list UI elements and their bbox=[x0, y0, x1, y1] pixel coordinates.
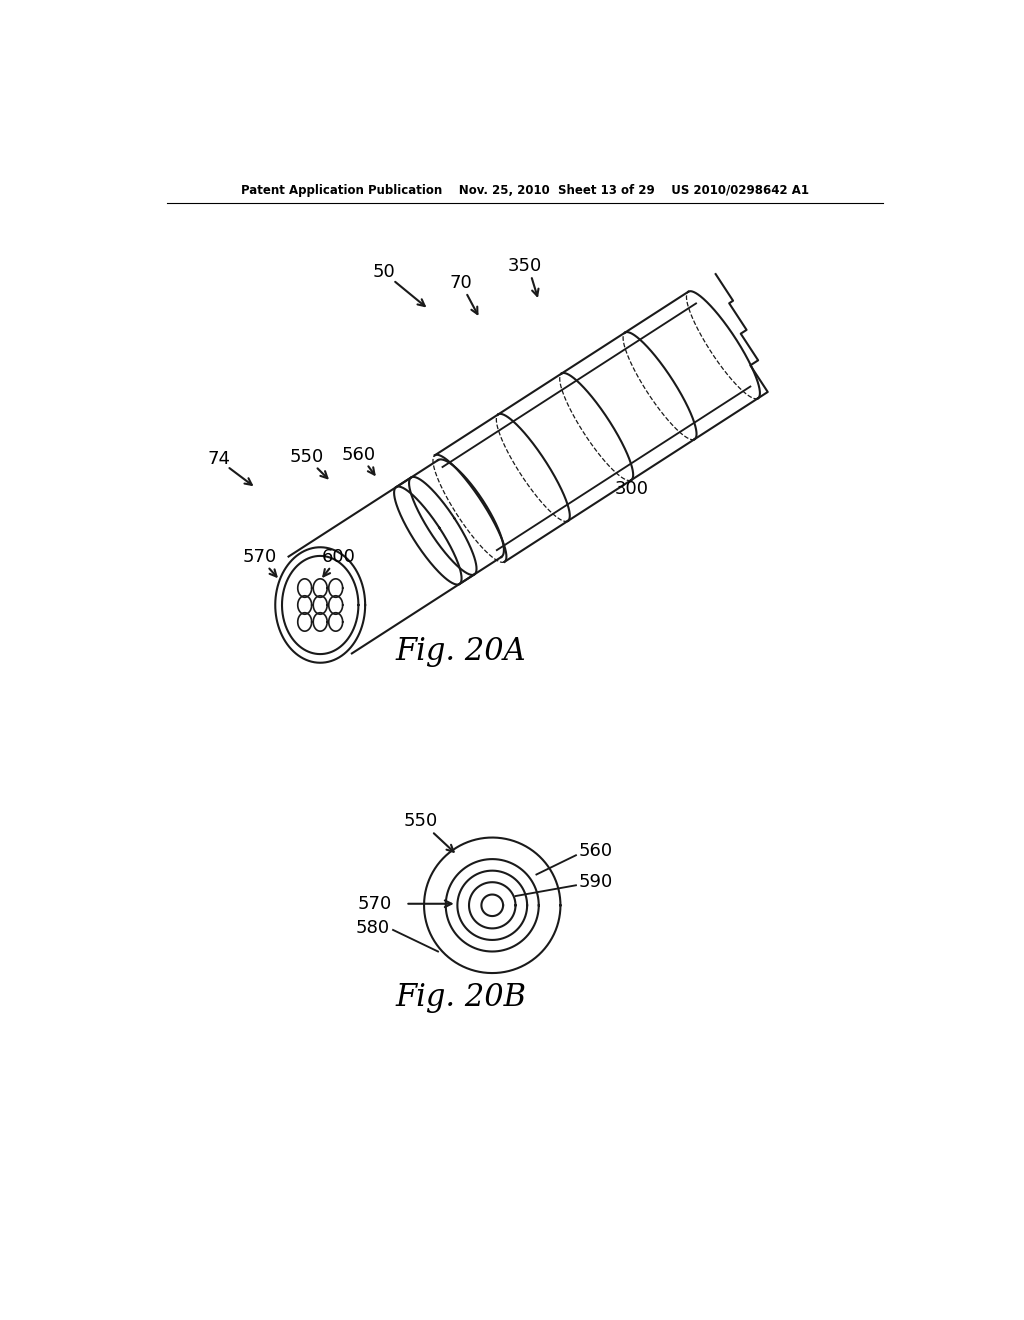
Text: 70: 70 bbox=[450, 275, 473, 292]
Text: 570: 570 bbox=[243, 548, 276, 566]
Text: 590: 590 bbox=[579, 874, 613, 891]
Text: 350: 350 bbox=[508, 257, 542, 275]
Text: 570: 570 bbox=[357, 895, 391, 912]
Text: Fig. 20B: Fig. 20B bbox=[395, 982, 526, 1014]
Text: 300: 300 bbox=[614, 480, 649, 499]
Text: 550: 550 bbox=[289, 449, 324, 466]
Text: 50: 50 bbox=[373, 264, 395, 281]
Text: 580: 580 bbox=[355, 920, 390, 937]
Text: 600: 600 bbox=[322, 548, 355, 566]
Text: 74: 74 bbox=[208, 450, 231, 467]
Text: Fig. 20A: Fig. 20A bbox=[396, 636, 526, 667]
Text: 560: 560 bbox=[342, 446, 376, 463]
Text: 560: 560 bbox=[579, 842, 613, 861]
Text: 550: 550 bbox=[403, 812, 438, 829]
Text: Patent Application Publication    Nov. 25, 2010  Sheet 13 of 29    US 2010/02986: Patent Application Publication Nov. 25, … bbox=[241, 185, 809, 197]
